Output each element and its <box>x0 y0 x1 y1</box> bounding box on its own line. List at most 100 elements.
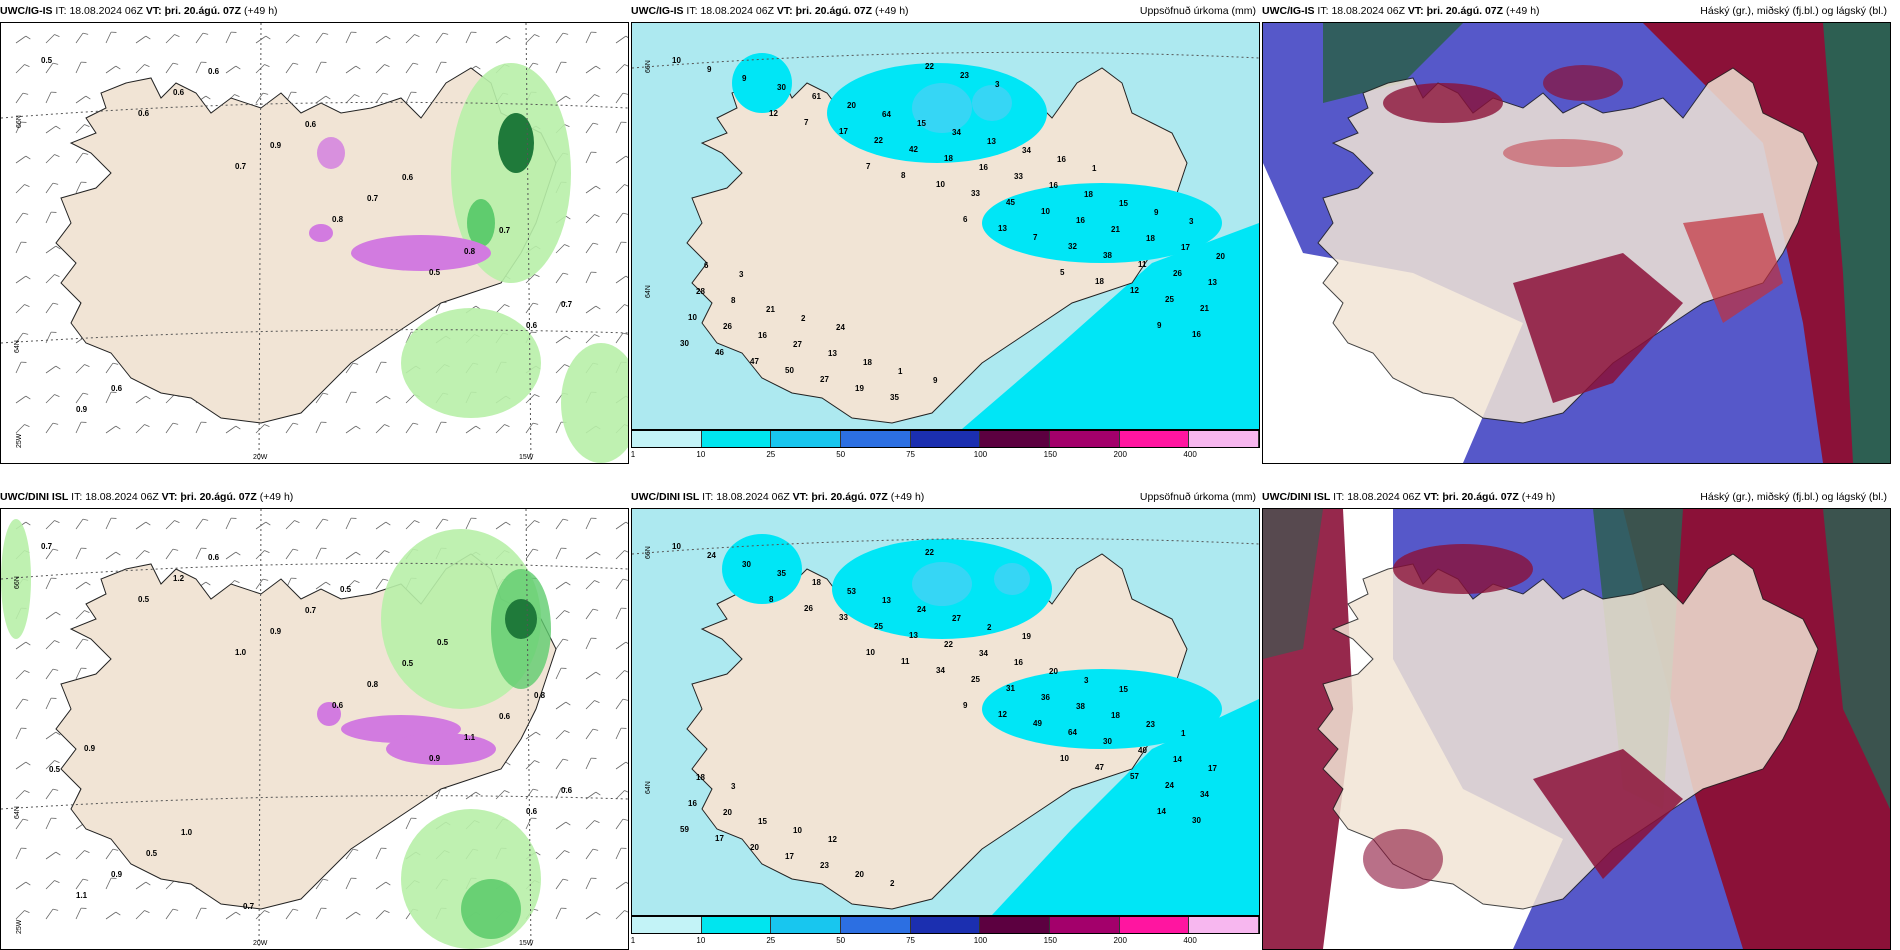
precip-value-label: 49 <box>1033 719 1042 728</box>
precip-value-label: 42 <box>909 145 918 154</box>
precip-value-label: 0.6 <box>332 701 344 710</box>
precip-value-label: 10 <box>866 648 875 657</box>
precip-value-label: 26 <box>723 322 732 331</box>
precip-value-label: 0.7 <box>243 902 255 911</box>
precip-value-label: 34 <box>979 649 988 658</box>
precip-value-label: 0.8 <box>464 247 476 256</box>
legend-swatch <box>1189 431 1260 447</box>
precip-value-label: 16 <box>1076 216 1085 225</box>
precip-value-label: 16 <box>1192 330 1201 339</box>
precip-value-label: 15 <box>917 119 926 128</box>
panel-top-right: UWC/IG-IS IT: 18.08.2024 06Z VT: þri. 20… <box>1262 0 1891 464</box>
precip-value-label: 25 <box>1165 295 1174 304</box>
vt-label: VT: <box>161 491 178 503</box>
panel-bot-right: UWC/DINI ISL IT: 18.08.2024 06Z VT: þri.… <box>1262 486 1891 950</box>
precip-value-label: 7 <box>804 118 809 127</box>
it-label: IT: <box>1333 491 1345 503</box>
precip-value-label: 24 <box>707 551 716 560</box>
precip-value-label: 21 <box>1200 304 1209 313</box>
grid-label-64n: 64N <box>645 781 652 794</box>
legend-ticks: 1 10 25 50 75 100 150 200 400 <box>631 450 1260 462</box>
precip-value-label: 32 <box>1068 242 1077 251</box>
vt-label: VT: <box>792 491 809 503</box>
precip-value-label: 5 <box>1060 268 1065 277</box>
legend-tick-label: 1 <box>630 450 636 459</box>
precip-value-label: 33 <box>1014 172 1023 181</box>
precip-value-label: 8 <box>731 296 736 305</box>
legend-swatch <box>841 431 911 447</box>
legend-tick-label: 150 <box>1043 450 1058 459</box>
legend-swatch <box>771 431 842 447</box>
precip-value-label: 30 <box>742 560 751 569</box>
precip-value-label: 27 <box>793 340 802 349</box>
it-value: 18.08.2024 06Z <box>69 5 143 17</box>
precip-value-label: 0.5 <box>429 268 441 277</box>
panel-bot-mid: UWC/DINI ISL IT: 18.08.2024 06Z VT: þri.… <box>631 486 1260 950</box>
it-value: 18.08.2024 06Z <box>716 491 790 503</box>
panel-title: Háský (gr.), miðský (fj.bl.) og lágský (… <box>1700 5 1887 17</box>
lead-time: (+49 h) <box>243 5 278 17</box>
vt-value: þri. 20.ágú. 07Z <box>180 491 257 503</box>
panel-header: UWC/DINI ISL IT: 18.08.2024 06Z VT: þri.… <box>1262 486 1891 508</box>
precip-value-label: 0.6 <box>561 786 573 795</box>
precip-value-label: 20 <box>1216 252 1225 261</box>
grid-label-25w: 25W <box>16 433 23 448</box>
precip-value-label: 61 <box>812 92 821 101</box>
legend-tick-label: 50 <box>836 936 846 945</box>
precip-value-label: 35 <box>777 569 786 578</box>
precip-value-label: 17 <box>839 127 848 136</box>
panel-bot-left: UWC/DINI ISL IT: 18.08.2024 06Z VT: þri.… <box>0 486 629 950</box>
grid-label-25w: 25W <box>16 919 23 934</box>
precip-value-label: 19 <box>1022 632 1031 641</box>
legend-swatch <box>771 917 842 933</box>
precip-value-label: 16 <box>1057 155 1066 164</box>
vt-value: þri. 20.ágú. 07Z <box>795 5 873 17</box>
precip-value-label: 3 <box>731 782 736 791</box>
legend-tick-label: 400 <box>1183 936 1197 945</box>
precip-values: 1012765997813181691710712303022333225466… <box>672 56 1225 402</box>
precip-value-label: 1 <box>1092 164 1097 173</box>
panel-header: UWC/IG-IS IT: 18.08.2024 06Z VT: þri. 20… <box>0 0 629 22</box>
precip-value-label: 1 <box>1181 729 1186 738</box>
legend-swatch <box>1050 917 1120 933</box>
precip-value-label: 18 <box>944 154 953 163</box>
panel-header: UWC/IG-IS IT: 18.08.2024 06Z VT: þri. 20… <box>1262 0 1891 22</box>
lead-time: (+49 h) <box>259 491 294 503</box>
grid-label-15w: 15W <box>519 940 534 947</box>
precip-value-label: 10 <box>672 56 681 65</box>
precip-value-label: 0.5 <box>402 659 414 668</box>
legend-tick-label: 50 <box>836 450 846 459</box>
precip-value-label: 0.7 <box>305 606 317 615</box>
precip-value-label: 0.5 <box>437 638 449 647</box>
panel-title: Uppsöfnuð úrkoma (mm) <box>1139 491 1256 503</box>
precip-value-label: 57 <box>1130 772 1139 781</box>
precip-value-label: 12 <box>1130 286 1139 295</box>
precip-value-label: 18 <box>1095 277 1104 286</box>
precip-value-label: 3 <box>1084 676 1089 685</box>
precip-value-label: 0.6 <box>402 173 414 182</box>
precip-value-label: 9 <box>742 74 747 83</box>
run-id: UWC/IG-IS <box>1262 5 1315 17</box>
precip-legend: 1 10 25 50 75 100 150 200 400 <box>631 916 1260 950</box>
cloud-cover-map <box>1262 22 1891 464</box>
precip-value-label: 0.9 <box>270 627 282 636</box>
map-svg: 66N 64N 25W 20W 15W 0.50.60.70.80.50.60.… <box>1 23 628 463</box>
precip-value-label: 18 <box>1146 234 1155 243</box>
it-value: 18.08.2024 06Z <box>1347 491 1421 503</box>
precip-value-label: 30 <box>680 339 689 348</box>
it-label: IT: <box>1317 5 1329 17</box>
precip-value-label: 12 <box>998 710 1007 719</box>
legend-swatch <box>1119 917 1190 933</box>
it-value: 18.08.2024 06Z <box>700 5 774 17</box>
precip-value-label: 8 <box>901 171 906 180</box>
legend-tick-label: 400 <box>1183 450 1197 459</box>
legend-swatch <box>1189 917 1260 933</box>
precip-value-label: 0.6 <box>173 88 185 97</box>
precip-value-label: 21 <box>766 305 775 314</box>
precip-value-label: 0.6 <box>526 807 538 816</box>
grid-label-20w: 20W <box>253 454 268 461</box>
precip-values: 1081091014242611124730303334495759352525… <box>672 542 1217 888</box>
legend-swatch <box>632 917 702 933</box>
precip-value-label: 64 <box>1068 728 1077 737</box>
precip-value-label: 31 <box>1006 684 1015 693</box>
